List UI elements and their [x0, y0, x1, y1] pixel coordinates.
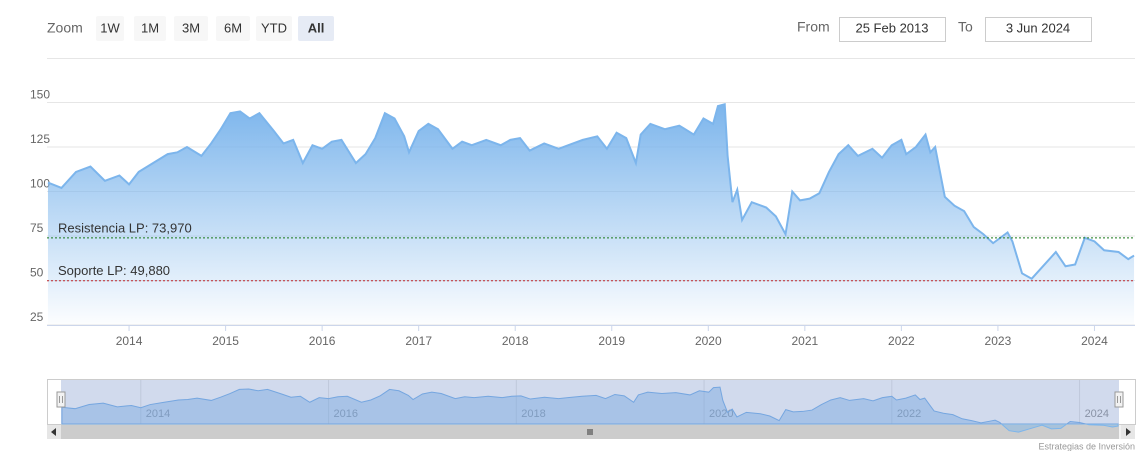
x-tick-label: 2015	[212, 334, 239, 348]
x-tick-label: 2018	[502, 334, 529, 348]
navigator-handle[interactable]	[1114, 391, 1124, 408]
handle-grip	[1117, 396, 1121, 403]
zoom-button[interactable]: 1M	[134, 16, 166, 41]
button-bg[interactable]	[256, 16, 292, 41]
to-value[interactable]: 3 Jun 2024	[1006, 20, 1070, 35]
price-line	[47, 103, 1135, 280]
button-label[interactable]: YTD	[261, 20, 287, 35]
button-label[interactable]: 3M	[182, 20, 200, 35]
y-tick-label: 75	[30, 221, 44, 235]
y-tick-label: 25	[30, 310, 44, 324]
y-tick-label: 50	[30, 266, 44, 280]
to-label: To	[958, 19, 973, 35]
zoom-button[interactable]: 3M	[174, 16, 208, 41]
x-tick-label: 2020	[695, 334, 722, 348]
button-bg[interactable]	[216, 16, 250, 41]
x-tick-label: 2019	[598, 334, 625, 348]
zoom-button[interactable]: 1W	[96, 16, 124, 41]
plot-line-label: Soporte LP: 49,880	[58, 263, 170, 278]
x-tick-label: 2023	[985, 334, 1012, 348]
zoom-button[interactable]: 6M	[216, 16, 250, 41]
button-bg[interactable]	[298, 16, 334, 41]
navigator-mask	[61, 380, 1119, 424]
arrow	[1126, 428, 1131, 436]
from-label: From	[797, 19, 830, 35]
handle-grip	[59, 396, 63, 403]
from-value[interactable]: 25 Feb 2013	[855, 20, 928, 35]
y-tick-label: 150	[30, 88, 50, 102]
navigator-label: 2022	[897, 408, 921, 420]
button-bg[interactable]	[134, 16, 166, 41]
y-tick-label: 125	[30, 132, 50, 146]
navigator-label: 2014	[146, 408, 170, 420]
navigator-area	[61, 386, 1119, 433]
x-tick-label: 2021	[791, 334, 818, 348]
x-tick-label: 2022	[888, 334, 915, 348]
navigator-label: 2024	[1085, 408, 1109, 420]
x-tick-label: 2016	[309, 334, 336, 348]
button-bg[interactable]	[96, 16, 124, 41]
y-tick-label: 100	[30, 177, 50, 191]
x-tick-label: 2017	[405, 334, 432, 348]
button-label[interactable]: 6M	[224, 20, 242, 35]
button-label[interactable]: All	[308, 20, 325, 35]
from-input[interactable]	[839, 17, 946, 42]
button-label[interactable]: 1W	[100, 20, 120, 35]
credits: Estrategias de Inversión	[1038, 441, 1135, 451]
x-tick-label: 2014	[116, 334, 143, 348]
zoom-button[interactable]: YTD	[256, 16, 292, 41]
navigator-frame	[47, 379, 1136, 425]
navigator-label: 2018	[521, 408, 545, 420]
button-label[interactable]: 1M	[141, 20, 159, 35]
grip	[587, 429, 593, 435]
zoom-button[interactable]: All	[298, 16, 334, 41]
navigator-handle[interactable]	[56, 391, 66, 408]
arrow	[51, 428, 56, 436]
zoom-label: Zoom	[47, 20, 83, 36]
to-input[interactable]	[985, 17, 1092, 42]
x-tick-label: 2024	[1081, 334, 1108, 348]
navigator-label: 2016	[334, 408, 358, 420]
area-fill	[47, 104, 1135, 325]
button-bg[interactable]	[174, 16, 208, 41]
plot-line-label: Resistencia LP: 73,970	[58, 220, 192, 235]
